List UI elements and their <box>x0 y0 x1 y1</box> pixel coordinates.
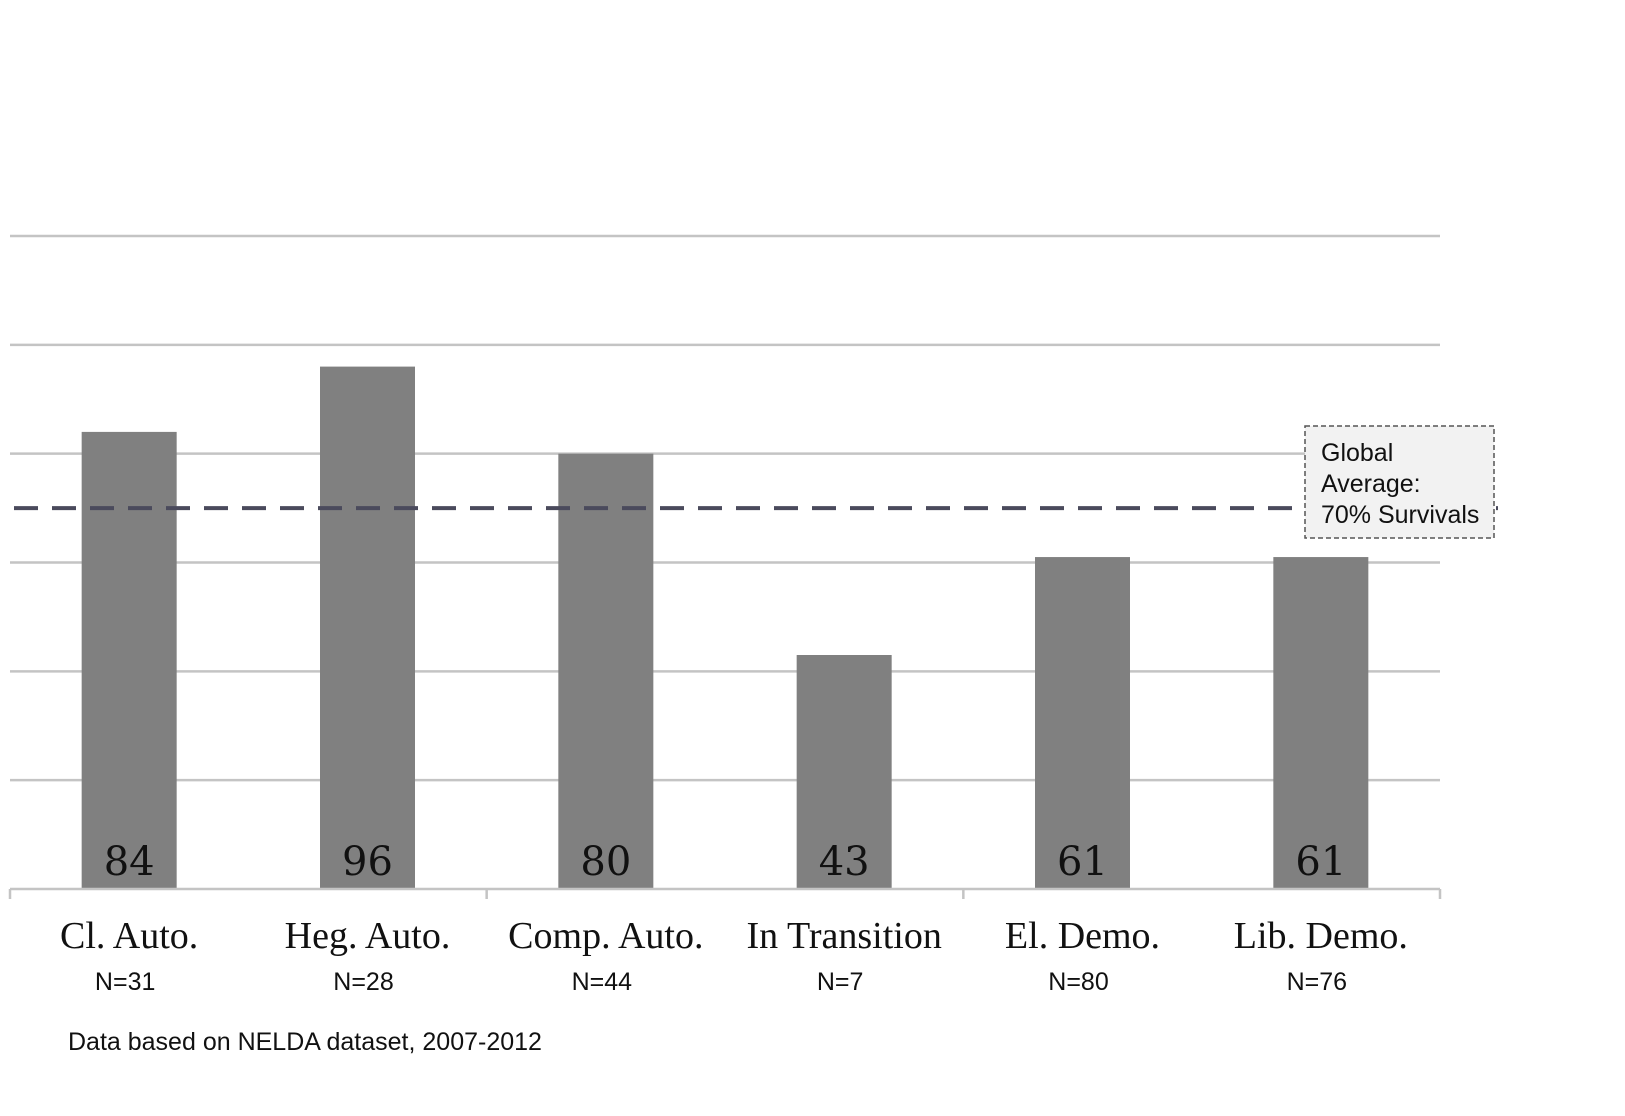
bar <box>320 366 415 890</box>
x-axis <box>8 887 1442 899</box>
category-labels: Cl. Auto. N=31 Heg. Auto. N=28 Comp. Auto. N=… <box>60 915 1408 996</box>
category-label: Comp. Auto. <box>508 915 703 957</box>
sample-size-label: N=80 <box>1048 968 1108 996</box>
bar <box>1035 557 1130 889</box>
sample-size-label: N=31 <box>95 968 155 996</box>
category-label: Heg. Auto. <box>285 915 451 957</box>
bar-value-label: 61 <box>1057 839 1108 885</box>
category-label: El. Demo. <box>1005 915 1160 957</box>
bar-value-label: 84 <box>104 839 155 885</box>
sample-size-label: N=44 <box>572 968 633 996</box>
bar-value-label: 96 <box>342 839 393 885</box>
sample-size-label: N=28 <box>333 968 393 996</box>
sample-size-label: N=76 <box>1287 968 1347 996</box>
bar <box>1273 557 1369 889</box>
bar-value-label: 80 <box>580 839 631 885</box>
bars: 84 96 80 43 61 61 <box>81 366 1369 890</box>
sample-size-label: N=7 <box>817 968 864 996</box>
bar <box>558 453 654 889</box>
global-average-label-line: 70% Survivals <box>1321 501 1479 529</box>
global-average-label: Global Average: 70% Survivals <box>1321 439 1479 529</box>
gridlines <box>10 234 1440 782</box>
category-label: Lib. Demo. <box>1234 915 1408 957</box>
reference-line-group: Global Average: 70% Survivals <box>14 425 1498 539</box>
global-average-label-line: Global <box>1321 439 1393 467</box>
category-label: Cl. Auto. <box>60 915 198 957</box>
category-label: In Transition <box>747 915 942 957</box>
bar-value-label: 61 <box>1295 839 1346 885</box>
global-average-box <box>1304 425 1495 539</box>
bar <box>81 431 177 889</box>
source-note: Data based on NELDA dataset, 2007-2012 <box>68 1028 542 1056</box>
global-average-label-line: Average: <box>1321 470 1421 498</box>
bar-value-label: 43 <box>819 839 870 885</box>
bar <box>796 655 892 889</box>
